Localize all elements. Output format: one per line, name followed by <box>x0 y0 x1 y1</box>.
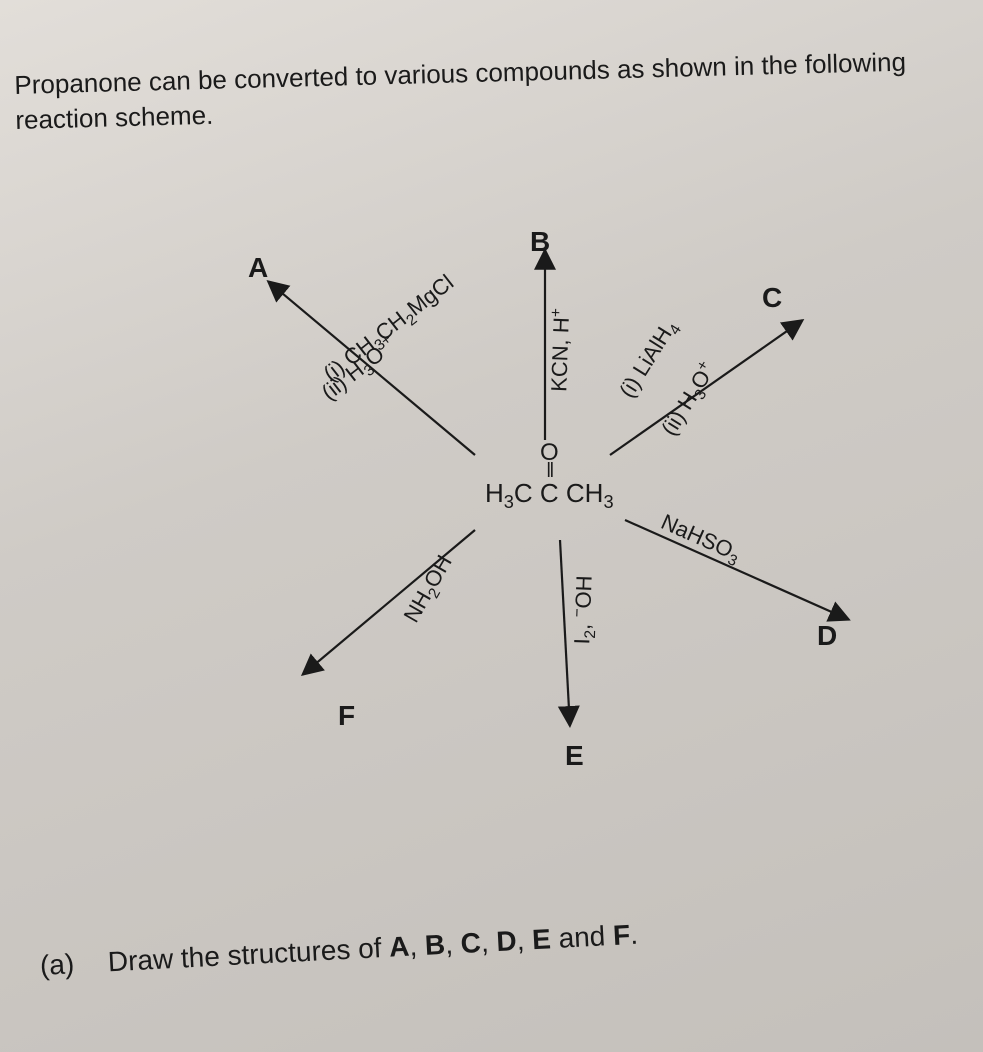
product-E: E <box>565 740 584 772</box>
propanone-formula: H3C C CH3 <box>485 480 614 512</box>
product-C: C <box>762 282 782 314</box>
product-D: D <box>817 620 837 652</box>
center-compound: O ‖ H3C C CH3 <box>485 440 614 512</box>
question-number: (a) <box>39 948 75 982</box>
product-B: B <box>530 226 550 258</box>
worksheet-page: Propanone can be converted to various co… <box>0 0 983 1052</box>
reaction-diagram-arrows <box>0 0 983 1052</box>
reagent-B-1: KCN, H+ <box>545 308 575 392</box>
arrow-F <box>303 530 475 675</box>
product-A: A <box>248 252 268 284</box>
product-F: F <box>338 700 355 732</box>
reagent-E-1: I2, −OH <box>568 575 602 645</box>
